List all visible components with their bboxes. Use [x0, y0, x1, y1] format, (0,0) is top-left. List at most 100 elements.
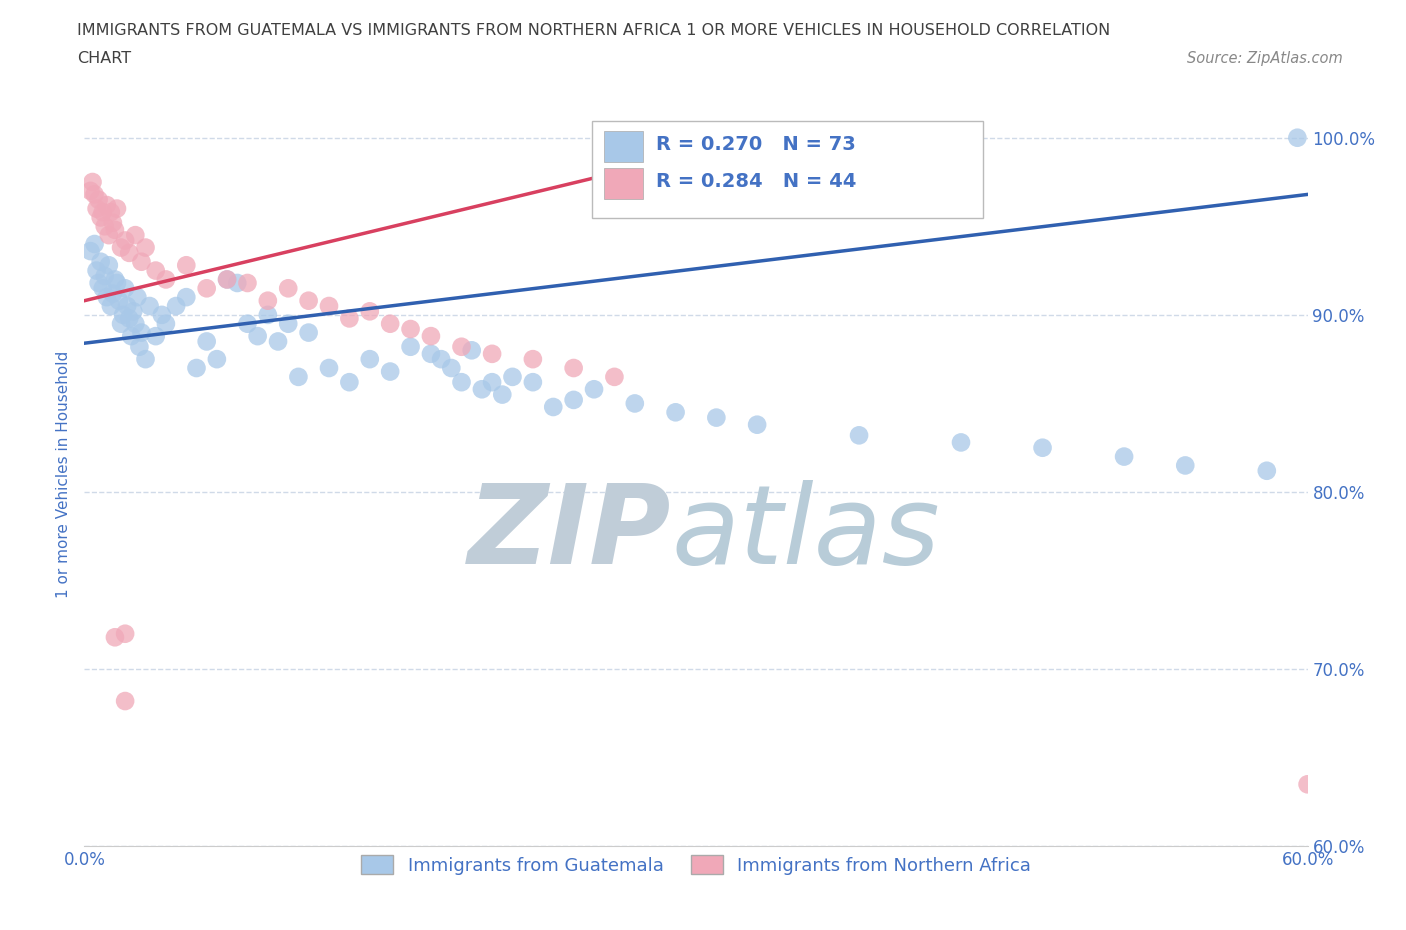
Point [298, 326, 321, 340]
Point [481, 375, 503, 390]
Point [420, 328, 443, 343]
Point [96, 290, 118, 305]
Point [131, 254, 153, 269]
Point [583, 382, 606, 397]
Point [128, 339, 150, 354]
Point [491, 387, 513, 402]
Point [93, 269, 115, 284]
Point [195, 281, 218, 296]
Point [104, 272, 127, 286]
Point [318, 361, 340, 376]
Y-axis label: 1 or more Vehicles in Household: 1 or more Vehicles in Household [56, 351, 72, 598]
Point [87, 193, 110, 207]
Point [461, 343, 484, 358]
Point [105, 275, 128, 290]
Point [174, 290, 197, 305]
Point [97, 258, 120, 272]
Point [114, 626, 136, 641]
Point [502, 369, 524, 384]
Point [165, 299, 187, 313]
Point [562, 361, 585, 376]
Point [359, 352, 381, 366]
Point [450, 375, 472, 390]
FancyBboxPatch shape [605, 130, 644, 162]
Point [90, 210, 112, 225]
Point [110, 316, 132, 331]
Point [706, 410, 728, 425]
Point [205, 352, 228, 366]
Point [287, 369, 309, 384]
Point [440, 361, 463, 376]
Point [155, 272, 177, 286]
Point [236, 275, 259, 290]
Point [138, 299, 160, 313]
Point [226, 275, 249, 290]
Point [114, 233, 136, 248]
Point [135, 352, 157, 366]
Point [108, 293, 131, 308]
Point [1256, 463, 1278, 478]
Point [90, 254, 112, 269]
Text: IMMIGRANTS FROM GUATEMALA VS IMMIGRANTS FROM NORTHERN AFRICA 1 OR MORE VEHICLES : IMMIGRANTS FROM GUATEMALA VS IMMIGRANTS … [77, 23, 1111, 38]
Point [1114, 449, 1136, 464]
Point [112, 308, 135, 323]
Point [522, 352, 544, 366]
Point [83, 187, 105, 202]
Point [471, 382, 494, 397]
Point [195, 334, 218, 349]
Point [174, 258, 197, 272]
Point [399, 322, 422, 337]
Point [450, 339, 472, 354]
Point [1286, 130, 1309, 145]
FancyBboxPatch shape [592, 121, 983, 218]
Point [114, 281, 136, 296]
Point [104, 222, 127, 237]
Point [420, 346, 443, 361]
Point [91, 281, 114, 296]
Point [267, 334, 290, 349]
Point [217, 272, 239, 286]
Text: atlas: atlas [672, 480, 941, 588]
Point [145, 328, 167, 343]
Point [277, 281, 299, 296]
Point [155, 316, 177, 331]
Point [131, 326, 153, 340]
Point [91, 205, 114, 219]
Text: CHART: CHART [77, 51, 131, 66]
Point [246, 328, 269, 343]
Point [93, 219, 115, 233]
Point [481, 346, 503, 361]
Point [236, 316, 259, 331]
Point [747, 418, 769, 432]
Point [87, 275, 110, 290]
Point [1174, 458, 1197, 472]
Point [97, 228, 120, 243]
Point [257, 308, 280, 323]
Point [114, 694, 136, 709]
Point [82, 175, 104, 190]
Point [359, 304, 381, 319]
Point [318, 299, 340, 313]
Point [603, 369, 626, 384]
Point [100, 299, 122, 313]
Point [100, 205, 122, 219]
Point [124, 316, 146, 331]
Point [1032, 440, 1054, 455]
Point [118, 311, 141, 325]
Point [217, 272, 239, 286]
Point [257, 293, 280, 308]
Point [339, 311, 361, 325]
Point [101, 216, 124, 231]
Point [848, 428, 870, 443]
Point [135, 240, 157, 255]
Point [124, 228, 146, 243]
Text: R = 0.270   N = 73: R = 0.270 N = 73 [655, 135, 855, 154]
Point [115, 299, 138, 313]
Point [150, 308, 173, 323]
Point [339, 375, 361, 390]
Point [145, 263, 167, 278]
Point [120, 328, 142, 343]
Point [399, 339, 422, 354]
Point [110, 240, 132, 255]
Point [950, 435, 973, 450]
